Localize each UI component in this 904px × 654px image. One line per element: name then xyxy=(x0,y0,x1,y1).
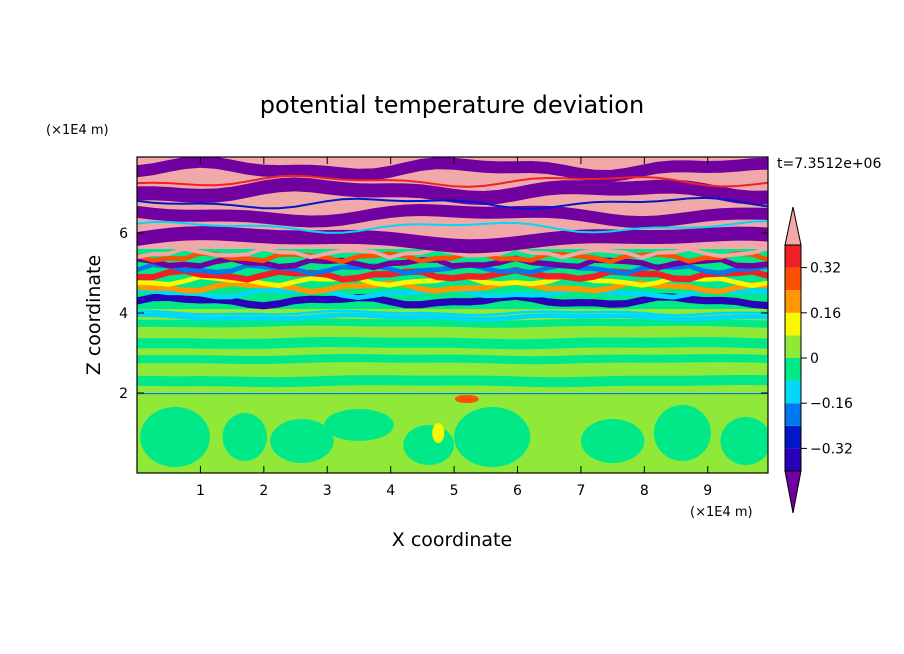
colorbar-box xyxy=(785,267,801,291)
field-strip xyxy=(137,337,768,350)
x-tick-label: 5 xyxy=(450,483,459,499)
colorbar-tick-label: −0.16 xyxy=(810,396,853,412)
field-mixing-strip xyxy=(137,261,768,276)
colorbar-box xyxy=(785,403,801,426)
field-blob xyxy=(222,413,268,461)
field-strip xyxy=(137,318,768,328)
colorbar-extend-top xyxy=(784,206,802,246)
field-blob xyxy=(720,417,768,465)
field-mixing-strip xyxy=(137,279,768,295)
field-blob xyxy=(653,405,711,461)
colorbar-box xyxy=(785,290,801,313)
colorbar-box xyxy=(785,448,801,471)
x-tick-label: 9 xyxy=(703,483,712,499)
colorbar-box xyxy=(785,245,801,268)
colorbar-box xyxy=(785,335,801,358)
colorbar-box xyxy=(785,425,801,449)
colorbar-box xyxy=(785,312,801,336)
field-mixing-strip xyxy=(137,292,768,310)
field-strip xyxy=(137,309,768,317)
field-upper-strip xyxy=(137,177,768,205)
field-mixing-strip xyxy=(137,255,768,271)
field-mixing-strip xyxy=(137,246,768,260)
y-unit-label: (×1E4 m) xyxy=(46,123,109,138)
field-strip xyxy=(137,375,768,388)
field-blob xyxy=(403,425,455,465)
field-strip xyxy=(137,354,768,365)
y-axis-label: Z coordinate xyxy=(83,255,105,375)
colorbar-extend-bottom xyxy=(784,470,802,514)
field-inversion-line xyxy=(137,392,768,395)
field-warm-patch xyxy=(454,395,479,403)
field-edge-strip xyxy=(137,196,768,210)
colorbar: 0.32 0.16 0 −0.16 −0.32 xyxy=(784,206,853,514)
field-upper-strip xyxy=(137,204,768,229)
heatmap-field xyxy=(137,157,768,473)
field-blob xyxy=(324,409,394,441)
plot-frame xyxy=(136,156,769,474)
field-edge-strip xyxy=(137,174,768,188)
colorbar-tick-label: 0.32 xyxy=(810,261,841,277)
field-blob xyxy=(140,407,210,467)
colorbar-tick-label: 0.16 xyxy=(810,306,841,322)
colorbar-tick-label: −0.32 xyxy=(810,441,853,457)
colorbar-box xyxy=(785,358,801,381)
plot-area xyxy=(137,157,768,473)
x-tick-label: 7 xyxy=(576,483,585,499)
x-tick-label: 8 xyxy=(640,483,649,499)
x-tick-label: 3 xyxy=(323,483,332,499)
y-tick-label: 2 xyxy=(119,386,128,402)
x-tick-label: 2 xyxy=(259,483,268,499)
field-blob xyxy=(454,407,531,467)
x-axis-label: X coordinate xyxy=(392,529,512,551)
y-tick-label: 6 xyxy=(119,226,128,242)
field-upper-strip xyxy=(137,226,768,254)
y-axis: 2 4 6 xyxy=(119,226,768,402)
y-tick-label: 4 xyxy=(119,306,128,322)
chart-title: potential temperature deviation xyxy=(260,91,644,119)
x-tick-label: 6 xyxy=(513,483,522,499)
x-axis: 1 2 3 4 5 6 7 8 9 xyxy=(196,157,712,499)
x-tick-label: 4 xyxy=(386,483,395,499)
colorbar-box xyxy=(785,380,801,404)
time-label: t=7.3512e+06 xyxy=(777,156,881,172)
x-unit-label: (×1E4 m) xyxy=(690,505,753,520)
field-blob xyxy=(580,419,645,463)
field-warm-patch xyxy=(432,423,445,443)
field-strip xyxy=(137,312,768,322)
x-tick-label: 1 xyxy=(196,483,205,499)
colorbar-tick-label: 0 xyxy=(810,351,819,367)
field-blob xyxy=(270,419,334,463)
